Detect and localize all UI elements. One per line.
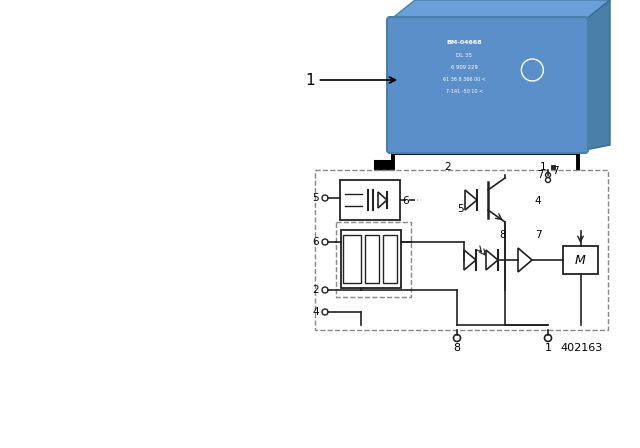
Text: 8: 8 [453, 343, 461, 353]
Bar [343, 235, 361, 283]
Bar [578, 226, 596, 248]
Text: 2: 2 [312, 285, 319, 295]
Text: 7: 7 [537, 170, 543, 180]
Bar [365, 235, 379, 283]
Polygon shape [585, 0, 610, 150]
Bar [336, 222, 411, 297]
Bar [315, 170, 608, 330]
Bar [341, 230, 401, 288]
Text: 2: 2 [445, 162, 451, 172]
Text: 402163: 402163 [561, 343, 603, 353]
Text: BM-04668: BM-04668 [446, 39, 482, 44]
Bar [375, 215, 393, 237]
Text: 1: 1 [545, 343, 552, 353]
Bar [375, 161, 393, 183]
Bar [393, 153, 578, 261]
Text: 4: 4 [534, 196, 541, 206]
Bar [504, 150, 516, 172]
Text: 61 36 8 366 00 <: 61 36 8 366 00 < [443, 77, 486, 82]
Text: 5: 5 [458, 204, 464, 214]
Bar [439, 150, 451, 172]
Text: 1: 1 [305, 73, 396, 87]
Text: 6: 6 [403, 196, 410, 206]
Text: 1: 1 [540, 162, 547, 172]
Text: 4: 4 [312, 307, 319, 317]
Text: 8: 8 [500, 230, 506, 240]
Bar [340, 180, 400, 220]
Bar [474, 150, 486, 172]
Text: M: M [575, 254, 586, 267]
Text: DL 35: DL 35 [456, 52, 472, 57]
Text: 6: 6 [312, 237, 319, 247]
Text: 5: 5 [312, 193, 319, 203]
Bar [563, 246, 598, 274]
Bar [383, 235, 397, 283]
Polygon shape [390, 0, 610, 20]
Text: 7: 7 [552, 166, 559, 176]
Text: 7-141 -50 10 <: 7-141 -50 10 < [445, 89, 483, 94]
FancyBboxPatch shape [387, 17, 588, 153]
Text: 6 909 229: 6 909 229 [451, 65, 477, 69]
Bar [539, 150, 551, 172]
Text: 7: 7 [534, 230, 541, 240]
Bar [409, 150, 421, 172]
